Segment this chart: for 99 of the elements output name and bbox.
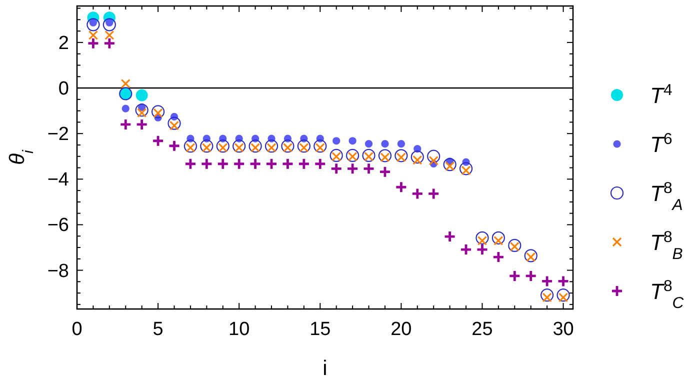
point	[264, 140, 278, 153]
point	[427, 188, 440, 200]
point	[378, 149, 392, 162]
point	[346, 162, 359, 175]
point	[315, 142, 325, 153]
point	[540, 275, 554, 288]
point	[314, 140, 327, 153]
point	[558, 292, 568, 302]
point	[282, 142, 293, 153]
point	[232, 158, 246, 170]
point	[460, 243, 472, 256]
point	[281, 140, 294, 153]
point	[216, 158, 230, 170]
point	[427, 150, 440, 163]
point	[86, 18, 100, 32]
point	[411, 188, 424, 200]
point	[330, 162, 343, 175]
point	[202, 142, 212, 153]
point	[348, 137, 356, 145]
point	[524, 249, 538, 262]
x-tick-label: 25	[472, 319, 493, 340]
point	[168, 116, 181, 130]
point	[119, 118, 132, 131]
point	[364, 140, 373, 148]
x-tick-label: 20	[390, 319, 412, 340]
y-tick-label: −8	[47, 260, 69, 282]
point	[87, 37, 100, 50]
point	[444, 230, 456, 243]
point	[396, 152, 406, 162]
point	[282, 158, 294, 170]
point	[524, 270, 538, 282]
point	[103, 37, 116, 50]
point	[122, 104, 130, 112]
point	[184, 158, 197, 170]
y-tick-label: 2	[58, 32, 69, 54]
point	[346, 148, 360, 162]
point	[381, 140, 389, 148]
point	[248, 140, 262, 153]
point	[120, 78, 130, 88]
point	[410, 150, 424, 164]
point	[216, 140, 230, 153]
point	[249, 158, 262, 170]
point	[330, 148, 343, 162]
point	[492, 231, 505, 244]
point	[102, 18, 116, 32]
point	[362, 162, 375, 175]
y-tick-label: −4	[47, 170, 70, 191]
point	[234, 142, 244, 153]
point	[492, 250, 505, 264]
point	[557, 275, 570, 288]
point	[476, 231, 489, 244]
point	[232, 140, 246, 153]
point	[265, 158, 278, 170]
point	[151, 105, 165, 118]
point	[104, 30, 114, 40]
point	[362, 148, 376, 162]
point	[443, 158, 456, 172]
x-tick-label: 0	[72, 319, 82, 340]
point	[380, 152, 390, 162]
legend-label: T$^{6}$	[650, 130, 672, 157]
point	[169, 120, 180, 130]
point	[556, 288, 570, 302]
point	[540, 288, 554, 302]
point	[508, 270, 521, 282]
point	[152, 134, 164, 148]
point	[200, 158, 213, 170]
legend-label: T$^{4}$	[650, 82, 672, 108]
point	[397, 140, 405, 148]
point	[332, 137, 340, 145]
point	[508, 238, 522, 252]
point	[476, 243, 488, 256]
x-tick-label: 15	[310, 319, 331, 340]
point	[477, 236, 488, 246]
point	[394, 180, 408, 194]
point	[186, 142, 196, 153]
point	[298, 158, 310, 170]
point	[364, 152, 374, 162]
point	[88, 30, 98, 40]
point	[136, 118, 148, 131]
x-tick-label: 10	[228, 319, 250, 340]
point	[314, 158, 326, 170]
point	[378, 166, 392, 178]
y-tick-label: −6	[47, 215, 69, 236]
x-tick-label: 30	[552, 319, 574, 340]
point	[184, 140, 198, 153]
point	[297, 140, 310, 153]
point	[200, 140, 214, 153]
point	[168, 140, 180, 152]
point	[250, 142, 260, 153]
x-axis-title: i	[322, 357, 328, 380]
y-tick-label: 0	[58, 78, 69, 100]
point	[136, 89, 148, 102]
point	[394, 149, 408, 162]
point	[299, 142, 309, 153]
point	[135, 104, 148, 117]
x-tick-label: 5	[152, 319, 164, 340]
y-tick-label: −2	[47, 124, 69, 146]
point	[218, 142, 228, 153]
point	[459, 162, 473, 176]
